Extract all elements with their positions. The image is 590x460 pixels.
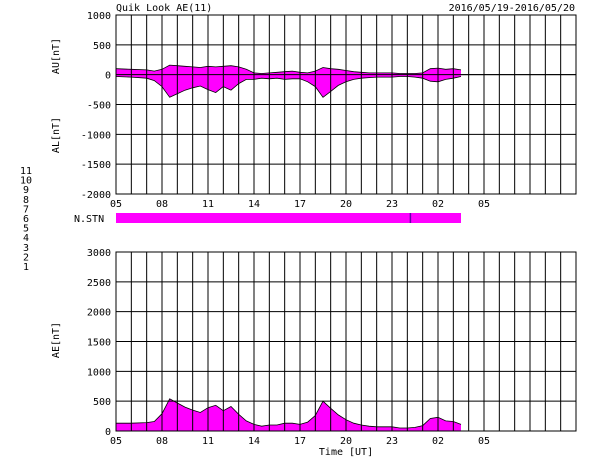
legend-entry-9: 9 bbox=[23, 185, 29, 196]
x-tick-label: 23 bbox=[386, 436, 398, 447]
ae-axis-label: AE[nT] bbox=[51, 322, 62, 358]
x-tick-label: 20 bbox=[340, 436, 352, 447]
legend-entry-8: 8 bbox=[23, 195, 29, 206]
series-area-1 bbox=[116, 74, 461, 98]
legend-entry-2: 2 bbox=[23, 252, 29, 263]
x-tick-label: 14 bbox=[248, 199, 260, 210]
x-tick-label: 11 bbox=[202, 436, 214, 447]
series-line-1 bbox=[115, 76, 462, 98]
y-tick-label: 1500 bbox=[87, 338, 111, 349]
x-tick-label: 08 bbox=[156, 199, 168, 210]
legend-entry-3: 3 bbox=[23, 243, 29, 254]
y-tick-label: -2000 bbox=[81, 190, 111, 201]
al-axis-label: AL[nT] bbox=[51, 117, 62, 153]
x-axis-label: Time [UT] bbox=[319, 447, 373, 458]
x-tick-label: 05 bbox=[110, 436, 122, 447]
date-range: 2016/05/19-2016/05/20 bbox=[449, 3, 575, 14]
y-tick-label: -500 bbox=[87, 101, 111, 112]
legend-entry-10: 10 bbox=[20, 176, 32, 187]
x-tick-label: 23 bbox=[386, 199, 398, 210]
nstn-label: N.STN bbox=[74, 214, 104, 225]
panel-frame bbox=[115, 251, 577, 432]
panel-frame bbox=[115, 14, 577, 195]
series-area-0 bbox=[116, 398, 461, 431]
x-tick-label: 02 bbox=[432, 199, 444, 210]
y-tick-label: 500 bbox=[93, 41, 111, 52]
legend-entry-6: 6 bbox=[23, 214, 29, 225]
y-tick-label: -1000 bbox=[81, 130, 111, 141]
x-tick-label: 05 bbox=[478, 199, 490, 210]
x-tick-label: 17 bbox=[294, 436, 306, 447]
legend-entry-1: 1 bbox=[23, 262, 29, 273]
series-line-0 bbox=[115, 64, 462, 74]
x-tick-label: 17 bbox=[294, 199, 306, 210]
x-tick-label: 05 bbox=[110, 199, 122, 210]
x-tick-label: 02 bbox=[432, 436, 444, 447]
y-tick-label: 1000 bbox=[87, 367, 111, 378]
station-count-bar bbox=[116, 213, 461, 223]
y-tick-label: 2500 bbox=[87, 278, 111, 289]
y-tick-label: 3000 bbox=[87, 248, 111, 259]
y-tick-label: 2000 bbox=[87, 308, 111, 319]
au-axis-label: AU[nT] bbox=[51, 38, 62, 74]
chart-title: Quik Look AE(11) bbox=[116, 3, 212, 14]
x-tick-label: 11 bbox=[202, 199, 214, 210]
x-tick-label: 20 bbox=[340, 199, 352, 210]
legend-entry-5: 5 bbox=[23, 224, 29, 235]
x-tick-label: 05 bbox=[478, 436, 490, 447]
y-tick-label: 500 bbox=[93, 397, 111, 408]
x-tick-label: 08 bbox=[156, 436, 168, 447]
x-tick-label: 14 bbox=[248, 436, 260, 447]
legend-entry-11: 11 bbox=[20, 166, 32, 177]
y-tick-label: -1500 bbox=[81, 160, 111, 171]
legend-entry-7: 7 bbox=[23, 204, 29, 215]
station-count-panel bbox=[116, 213, 461, 223]
y-tick-label: 0 bbox=[105, 71, 111, 82]
series-line-0 bbox=[116, 398, 462, 429]
y-tick-label: 0 bbox=[105, 427, 111, 438]
legend-entry-4: 4 bbox=[23, 233, 29, 244]
y-tick-label: 1000 bbox=[87, 11, 111, 22]
